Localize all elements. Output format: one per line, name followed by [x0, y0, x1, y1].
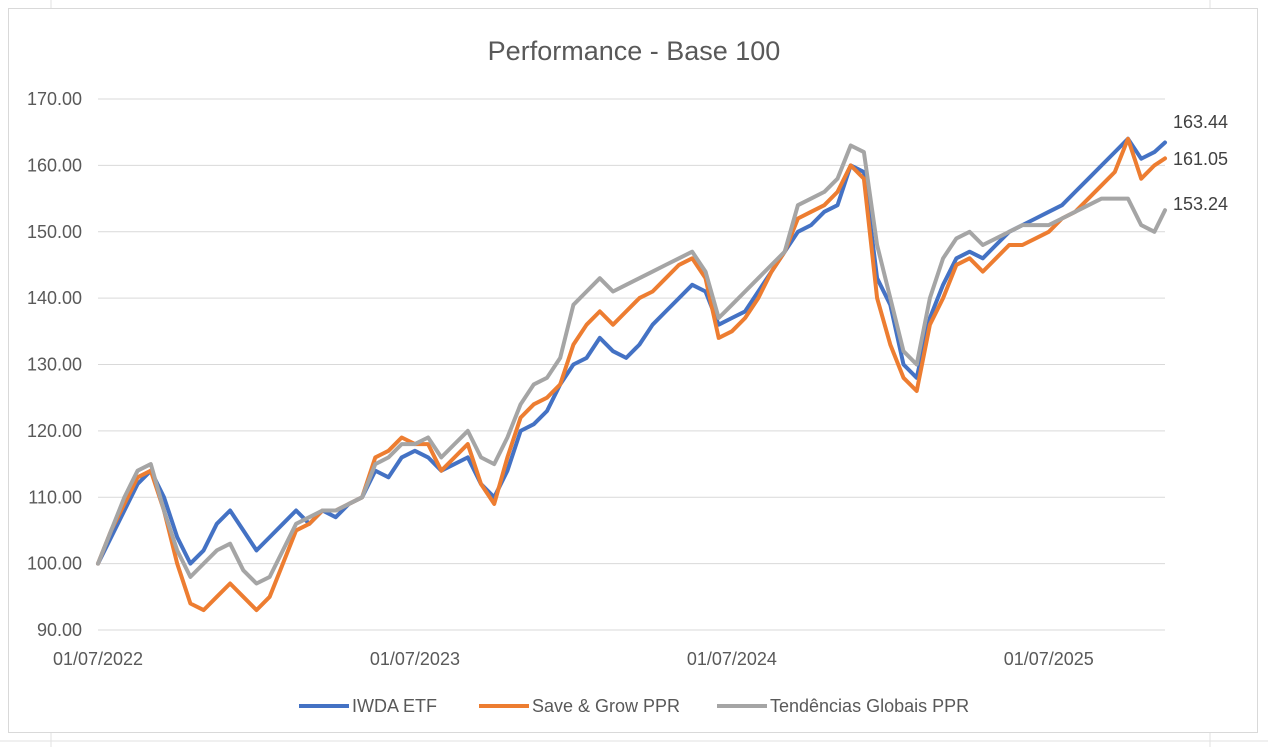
series-line-save-grow-ppr[interactable] [96, 136, 1167, 613]
legend-label[interactable]: Save & Grow PPR [532, 696, 680, 716]
series-lines [96, 136, 1167, 613]
end-value-labels: 163.44 161.05 153.24 [1173, 112, 1228, 214]
y-tick-label: 90.00 [37, 620, 82, 640]
y-tick-label: 110.00 [28, 487, 82, 507]
x-tick-label: 01/07/2025 [1004, 649, 1094, 669]
y-gridlines [98, 98, 1165, 631]
end-value-label: 153.24 [1173, 194, 1228, 214]
y-tick-label: 150.00 [27, 222, 82, 242]
chart-title: Performance - Base 100 [488, 36, 781, 66]
x-tick-label: 01/07/2024 [687, 649, 777, 669]
x-tick-label: 01/07/2022 [53, 649, 143, 669]
y-tick-label: 170.00 [27, 89, 82, 109]
x-tick-label: 01/07/2023 [370, 649, 460, 669]
series-line-iwda-etf[interactable] [96, 136, 1167, 566]
line-chart: Performance - Base 100 90.00 100.00 110.00… [27, 36, 1228, 716]
end-value-label: 161.05 [1173, 149, 1228, 169]
x-axis-labels: 01/07/2022 01/07/2023 01/07/2024 01/07/2025 [53, 649, 1094, 669]
y-tick-label: 120.00 [27, 421, 82, 441]
series-line-tend-ncias-globais-ppr[interactable] [96, 143, 1167, 586]
y-tick-label: 100.00 [27, 554, 82, 574]
y-tick-label: 130.00 [27, 355, 82, 375]
end-value-label: 163.44 [1173, 112, 1228, 132]
y-tick-label: 160.00 [27, 155, 82, 175]
y-tick-label: 140.00 [27, 288, 82, 308]
legend[interactable]: IWDA ETF Save & Grow PPR Tendências Globai… [299, 696, 969, 716]
y-axis-labels: 90.00 100.00 110.00 120.00 130.00 140.00 150.0… [27, 89, 82, 640]
legend-label[interactable]: IWDA ETF [352, 696, 437, 716]
chart-area[interactable]: Performance - Base 100 90.00 100.00 110.00… [8, 8, 1258, 733]
legend-label[interactable]: Tendências Globais PPR [770, 696, 969, 716]
